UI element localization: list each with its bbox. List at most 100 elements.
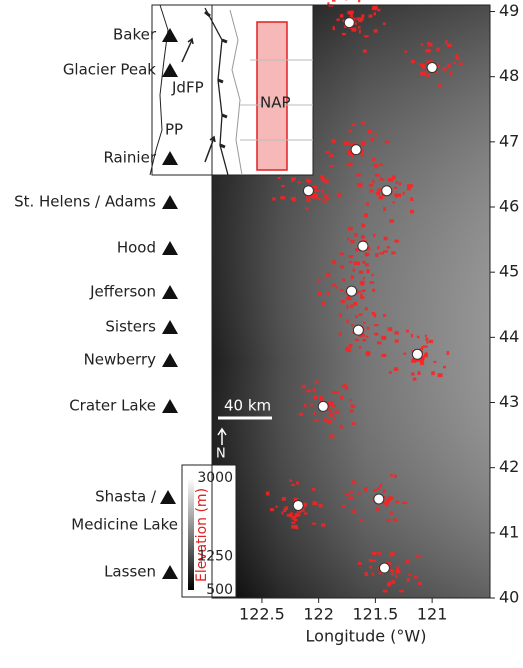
vent — [438, 83, 442, 87]
vent — [384, 140, 390, 144]
vent — [312, 195, 317, 199]
vent — [321, 301, 325, 306]
vent — [373, 488, 377, 492]
vent — [388, 371, 392, 374]
vent — [350, 490, 353, 493]
vent — [381, 354, 387, 358]
vent — [339, 252, 344, 256]
vent — [362, 277, 365, 280]
nap-box — [256, 21, 288, 171]
coastline — [229, 9, 243, 176]
vent — [395, 500, 399, 504]
vent — [306, 198, 311, 202]
volcano-label: Glacier Peak — [63, 61, 156, 79]
vent — [425, 337, 429, 341]
vent — [420, 71, 426, 76]
vent — [322, 200, 327, 203]
vent — [313, 411, 316, 416]
vent — [328, 409, 332, 412]
vent — [283, 508, 287, 513]
vent — [349, 409, 354, 413]
y-tick-label: 48 — [499, 66, 519, 85]
vent — [342, 19, 346, 23]
vent — [332, 26, 335, 31]
volcano-triangle — [162, 320, 178, 334]
vent — [379, 178, 385, 181]
vent — [376, 487, 381, 491]
vent — [382, 589, 388, 593]
vent — [455, 56, 460, 60]
vent — [320, 175, 325, 178]
vent — [373, 313, 377, 318]
vent — [378, 571, 384, 575]
vent — [348, 260, 353, 263]
vent — [291, 521, 296, 524]
vent — [269, 508, 275, 512]
volcano — [373, 493, 385, 505]
vent — [426, 42, 429, 45]
vent — [446, 64, 451, 68]
vent — [314, 419, 319, 422]
vent — [363, 49, 367, 53]
vent — [320, 189, 324, 193]
vent — [445, 40, 448, 45]
vent — [308, 194, 313, 198]
vent — [411, 359, 417, 363]
vent — [291, 524, 296, 529]
vent — [372, 179, 375, 184]
vent — [303, 512, 308, 515]
vent — [306, 389, 311, 393]
vent — [320, 176, 325, 180]
volcano-label: Jefferson — [89, 283, 156, 301]
vent — [331, 0, 336, 2]
vent — [362, 321, 366, 324]
volcano-triangle — [162, 63, 178, 77]
vent — [360, 150, 363, 153]
vent — [360, 154, 364, 157]
vent — [429, 339, 434, 344]
vent — [420, 43, 424, 46]
vent — [436, 47, 440, 52]
x-tick-label: 121 — [417, 605, 448, 624]
vent — [353, 301, 358, 306]
vent — [371, 551, 377, 555]
vent — [366, 269, 370, 274]
vent — [394, 193, 398, 197]
vent — [363, 213, 368, 218]
vent — [343, 384, 347, 387]
vent — [284, 506, 289, 510]
vent — [378, 551, 381, 556]
vent — [319, 397, 324, 401]
vent — [353, 261, 359, 265]
y-tick-label: 45 — [499, 262, 519, 281]
vent — [387, 581, 392, 586]
vent — [418, 554, 423, 557]
vent — [364, 572, 369, 576]
vent — [311, 192, 315, 197]
vent — [325, 272, 331, 277]
vent — [361, 14, 365, 18]
vent — [346, 348, 352, 353]
vent — [375, 507, 381, 511]
vent — [366, 326, 370, 330]
vent — [343, 141, 348, 145]
vent — [368, 184, 374, 187]
vent — [395, 181, 398, 184]
vent — [360, 296, 365, 299]
colorbar-ramp — [188, 478, 194, 590]
vent — [358, 346, 362, 349]
vent — [360, 235, 365, 239]
vent — [312, 487, 316, 491]
vent — [399, 589, 404, 593]
vent — [364, 35, 369, 38]
vent — [369, 189, 374, 193]
vent — [391, 175, 396, 180]
vent — [412, 377, 417, 381]
vent — [327, 402, 332, 407]
vent — [372, 158, 376, 161]
vent — [292, 199, 295, 202]
x-tick-label: 122 — [303, 605, 334, 624]
vent — [296, 510, 302, 513]
vent — [346, 319, 349, 324]
vent — [335, 286, 338, 289]
